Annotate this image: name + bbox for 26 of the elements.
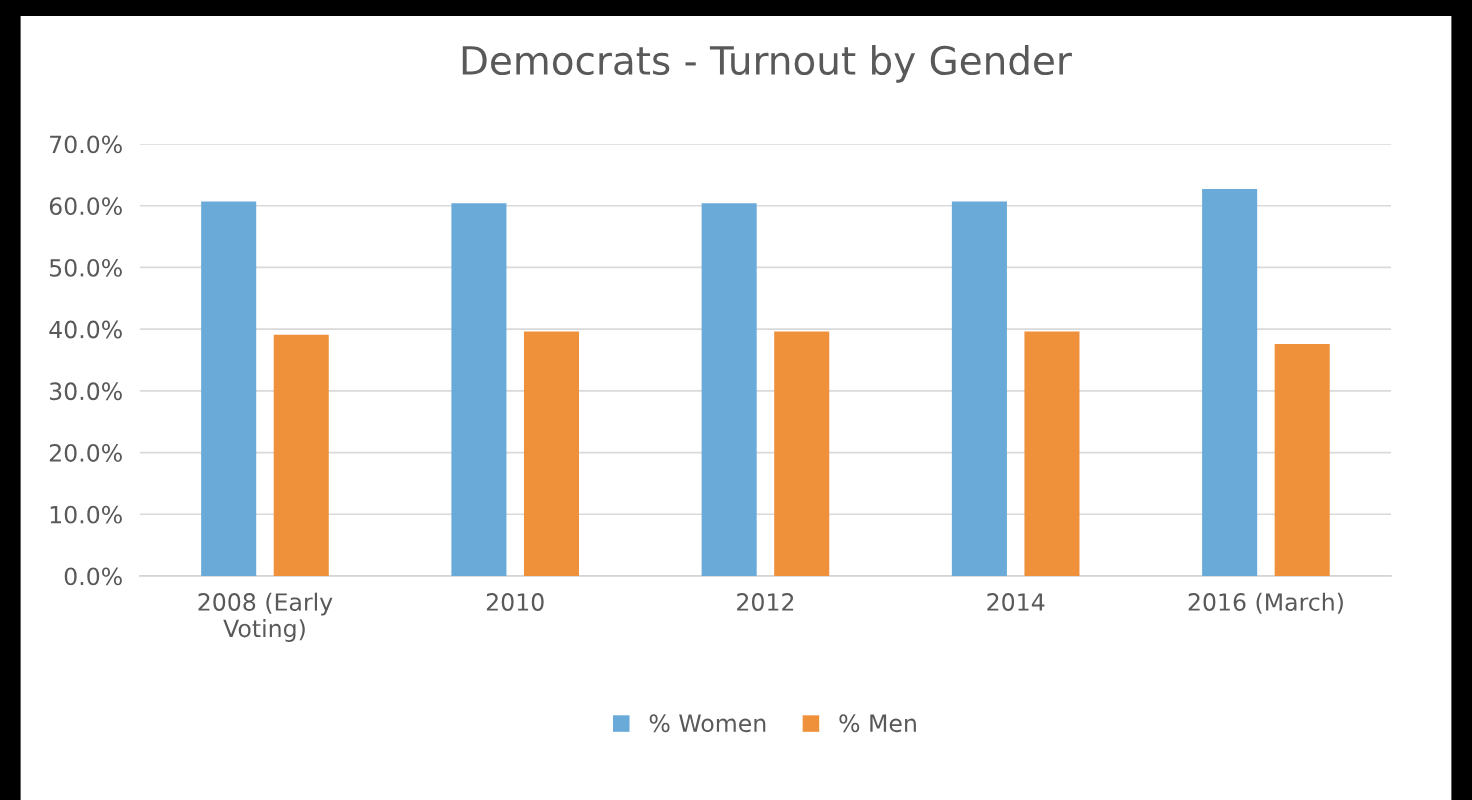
bar — [1024, 331, 1080, 576]
y-tick-label: 20.0% — [49, 444, 122, 462]
bar — [1274, 343, 1330, 576]
x-tick-label: 2014 — [987, 593, 1045, 611]
y-tick-label: 70.0% — [50, 135, 122, 154]
bar — [1202, 189, 1258, 576]
x-tick-label: 2010 — [486, 593, 544, 611]
bar — [523, 331, 580, 576]
bar — [951, 201, 1007, 576]
legend-label: % Women — [649, 714, 766, 733]
chart-title: Democrats - Turnout by Gender — [462, 45, 1072, 83]
x-tick-label: 2016 (March) — [1188, 592, 1343, 614]
x-tick-label: 2012 — [737, 593, 794, 611]
bar — [201, 201, 257, 576]
bar — [701, 203, 757, 576]
bar — [273, 334, 329, 576]
bar — [774, 331, 830, 576]
y-tick-label: 10.0% — [50, 505, 122, 524]
legend-label: % Men — [839, 714, 916, 733]
x-tick-label: 2008 (Early Voting) — [198, 592, 333, 642]
y-tick-label: 40.0% — [49, 320, 122, 339]
y-tick-label: 50.0% — [49, 258, 122, 277]
y-tick-label: 60.0% — [49, 197, 122, 216]
bar — [451, 203, 507, 576]
y-tick-label: 0.0% — [64, 567, 122, 586]
y-tick-label: 30.0% — [49, 382, 122, 401]
